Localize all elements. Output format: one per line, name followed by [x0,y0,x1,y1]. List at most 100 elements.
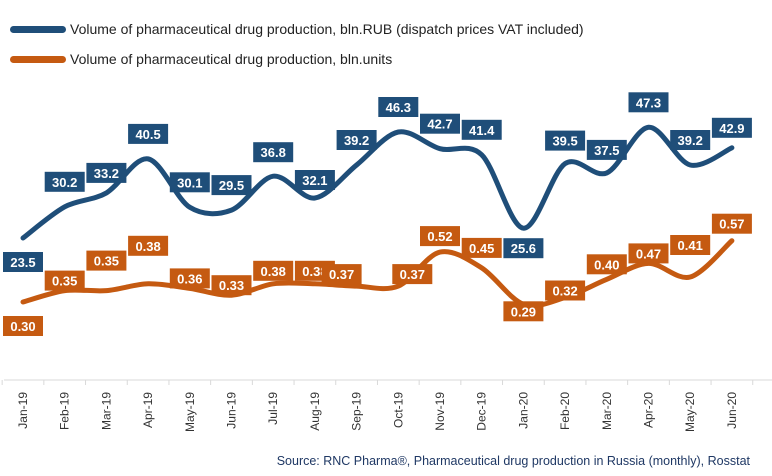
data-label-text: 39.2 [678,133,703,148]
data-label: 39.2 [670,130,711,150]
data-label: 0.57 [711,213,752,234]
x-tick-label: Sep-19 [350,392,364,431]
data-label-text: 0.38 [302,264,327,279]
data-label-box [294,170,335,190]
data-label-box [128,235,169,256]
data-label-box [44,171,85,192]
data-label-text: 42.9 [719,121,744,136]
data-label: 30.1 [169,172,210,193]
data-label-box [3,316,43,336]
data-label-text: 0.47 [636,246,661,261]
data-label-text: 0.38 [135,239,160,254]
data-label: 23.5 [3,252,43,272]
series-line-0 [20,124,735,241]
data-label: 42.7 [420,113,460,134]
data-label-text: 23.5 [10,255,35,270]
data-label: 0.32 [545,280,586,301]
legend-item-rub: Volume of pharmaceutical drug production… [10,21,584,37]
data-label-text: 0.35 [52,274,77,289]
data-label: 0.36 [169,268,210,289]
data-label-text: 0.29 [511,304,536,319]
data-label: 40.5 [128,123,169,144]
data-label-text: 40.5 [135,127,160,142]
x-tick-label: Apr-19 [141,392,155,428]
data-label-box [711,213,752,234]
data-label: 0.37 [321,264,362,285]
data-label-text: 39.5 [552,134,577,149]
data-label-box [169,172,210,193]
x-tick-label: Apr-20 [642,392,656,428]
data-label-box [420,226,460,247]
data-label: 30.2 [44,171,85,192]
data-label-box [128,123,169,144]
data-label-text: 42.7 [427,117,452,132]
data-label: 0.52 [420,226,460,247]
data-label-box [670,130,711,150]
data-label-text: 0.38 [261,264,286,279]
x-tick-label: Dec-19 [475,392,489,431]
data-label: 0.38 [253,260,294,281]
legend-label-units: Volume of pharmaceutical drug production… [70,51,393,67]
data-label: 39.2 [336,130,377,150]
data-label-box [503,238,544,259]
data-label-box [321,264,362,285]
x-tick-label: Jan-20 [516,392,530,429]
data-label-box [628,92,669,113]
source-note: Source: RNC Pharma®, Pharmaceutical drug… [276,454,750,468]
data-label-text: 46.3 [386,100,411,115]
data-label: 41.4 [461,119,502,140]
data-label-box [461,237,502,258]
data-label-box [86,162,127,183]
series-line-1 [20,238,735,309]
x-tick-label: Feb-20 [558,392,572,430]
data-label-box [628,243,669,264]
data-label-text: 41.4 [469,123,495,138]
data-label: 0.47 [628,243,669,264]
legend-item-units: Volume of pharmaceutical drug production… [10,51,392,67]
data-label: 0.40 [586,254,627,275]
data-label-text: 0.33 [219,278,244,293]
data-label-box [461,119,502,140]
data-label-box [253,260,294,281]
data-label: 0.29 [503,301,544,322]
legend-label-rub: Volume of pharmaceutical drug production… [70,21,584,37]
data-label-text: 30.1 [177,175,202,190]
data-label-text: 0.41 [678,238,703,253]
data-label: 42.9 [711,117,752,138]
data-label: 37.5 [586,139,627,160]
data-label-text: 0.52 [427,229,452,244]
data-label-text: 30.2 [52,175,77,190]
x-tick-label: Oct-19 [391,392,405,428]
x-tick-label: Jun-19 [225,392,239,429]
data-label-text: 0.57 [719,217,744,232]
data-label-box [586,139,627,160]
data-label-text: 39.2 [344,133,369,148]
data-label: 0.38 [128,235,169,256]
data-label-box [503,301,544,322]
data-label-box [336,130,377,150]
data-label: 32.1 [294,170,335,190]
data-label-box [711,117,752,138]
data-label-text: 33.2 [94,166,119,181]
data-label: 46.3 [378,97,419,117]
data-label-box [378,97,419,117]
data-label-box [586,254,627,275]
data-label-box [211,175,252,196]
x-tick-label: Jul-19 [266,392,280,425]
x-tick-label: Jan-19 [16,392,30,429]
data-label-text: 29.5 [219,178,244,193]
data-label-text: 25.6 [511,241,536,256]
legend-swatch-units [10,55,66,63]
data-label: 0.37 [392,264,433,285]
data-label-text: 0.40 [594,257,619,272]
x-tick-label: Mar-20 [600,392,614,430]
x-tick-label: Nov-19 [433,392,447,431]
data-label: 47.3 [628,92,669,113]
data-label-box [545,130,586,151]
data-label-text: 0.35 [94,254,119,269]
data-label-text: 0.37 [400,267,425,282]
x-tick-label: Aug-19 [308,392,322,431]
legend-swatch-rub [10,25,66,33]
data-label: 0.45 [461,237,502,258]
